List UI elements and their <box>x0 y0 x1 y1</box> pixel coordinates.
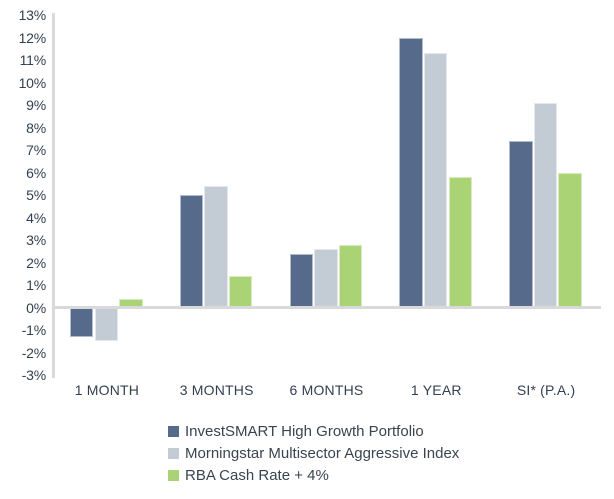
legend-item: InvestSMART High Growth Portfolio <box>168 420 459 442</box>
y-axis-tick-label: 9% <box>26 97 46 113</box>
bar <box>179 195 204 308</box>
y-axis-tick-label: 5% <box>26 187 46 203</box>
y-axis-tick-label: 8% <box>26 119 46 136</box>
x-axis-category-label: 1 YEAR <box>410 382 462 398</box>
bar <box>448 177 472 308</box>
x-axis-category-label: 1 MONTH <box>74 382 140 398</box>
legend-swatch-icon <box>168 425 179 437</box>
y-axis-tick-label: 2% <box>26 254 46 271</box>
y-axis-tick-label: -3% <box>21 367 46 383</box>
bar <box>70 307 94 337</box>
y-axis-tick-label: -2% <box>21 344 46 361</box>
y-axis-tick-label: 7% <box>26 142 46 158</box>
y-axis-tick-label: -1% <box>21 322 46 338</box>
bar <box>338 244 363 308</box>
zero-baseline <box>52 306 601 309</box>
legend-label: InvestSMART High Growth Portfolio <box>185 422 424 440</box>
bar <box>229 276 253 308</box>
y-axis-tick-label: 3% <box>26 232 46 248</box>
bar <box>424 53 448 308</box>
bar <box>509 141 533 308</box>
legend: InvestSMART High Growth Portfolio Morning… <box>168 420 459 486</box>
legend-label: RBA Cash Rate + 4% <box>185 466 329 484</box>
x-axis-category-label: 3 MONTHS <box>179 382 254 398</box>
bar <box>399 37 423 308</box>
bar <box>558 172 582 308</box>
x-axis-category-label: 6 MONTHS <box>289 382 364 398</box>
y-axis-tick-label: 0% <box>26 299 46 316</box>
legend-item: RBA Cash Rate + 4% <box>168 464 459 486</box>
bar <box>314 249 338 308</box>
legend-label: Morningstar Multisector Aggressive Index <box>185 444 460 462</box>
y-axis-tick-label: 12% <box>18 29 47 46</box>
y-axis-tick-label: 10% <box>18 74 47 91</box>
legend-swatch-icon <box>168 447 179 459</box>
y-axis-tick-label: 1% <box>26 277 46 293</box>
y-axis-tick-label: 13% <box>18 7 47 23</box>
y-axis-tick-label: 4% <box>26 209 46 226</box>
bar <box>533 102 558 308</box>
y-axis-tick-label: 11% <box>19 52 47 68</box>
bar <box>204 186 228 308</box>
bar <box>94 307 118 342</box>
y-axis-tick-label: 6% <box>26 164 46 181</box>
x-axis-category-label: SI* (P.A.) <box>516 382 576 398</box>
bar <box>289 253 313 308</box>
legend-item: Morningstar Multisector Aggressive Index <box>168 442 459 464</box>
y-axis-line <box>52 13 55 378</box>
legend-swatch-icon <box>168 469 179 481</box>
